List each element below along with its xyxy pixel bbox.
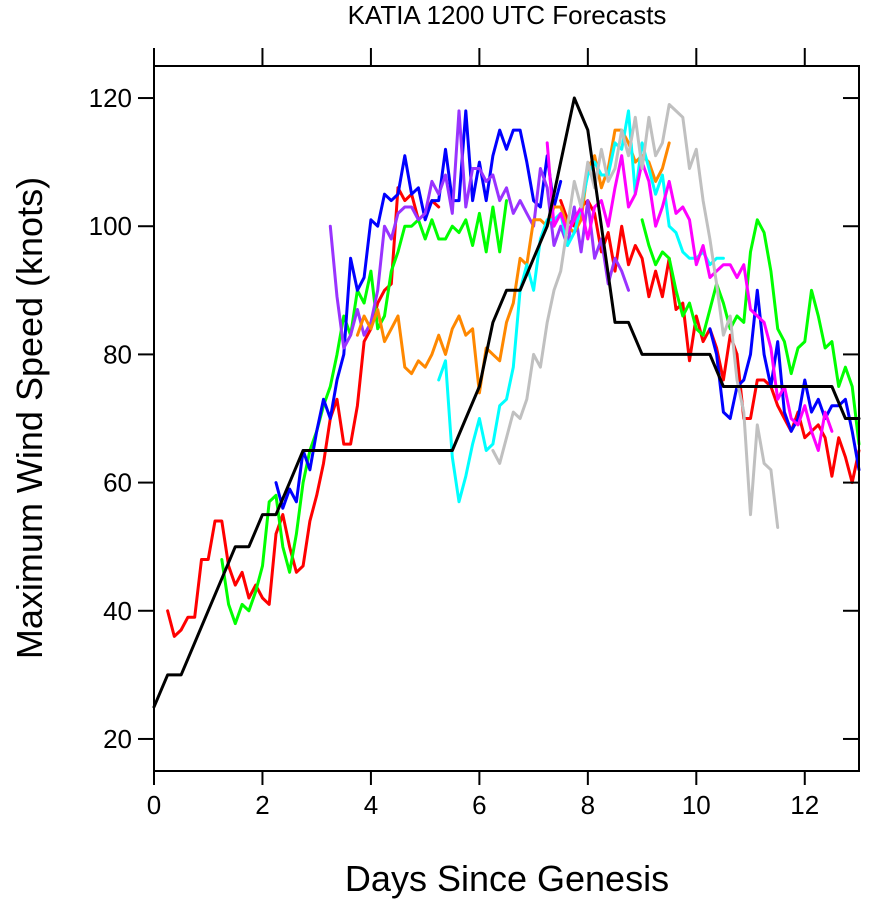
series-line-7	[640, 218, 861, 446]
series-line-6	[220, 199, 508, 626]
series-line-2	[166, 186, 400, 638]
y-tick-label: 40	[103, 596, 132, 626]
x-axis: 0 2 4 6 8 10 12	[147, 48, 819, 820]
y-tick-label: 20	[103, 724, 132, 754]
x-tick-label: 2	[255, 790, 269, 820]
series-line-9	[708, 288, 861, 472]
series-line-8	[274, 109, 563, 510]
x-tick-label: 4	[364, 790, 378, 820]
chart-title: KATIA 1200 UTC Forecasts	[348, 0, 667, 30]
x-tick-label: 10	[682, 790, 711, 820]
x-tick-label: 8	[581, 790, 595, 820]
plot-frame	[153, 65, 860, 772]
y-tick-label: 80	[103, 339, 132, 369]
series-line-14	[491, 103, 780, 529]
series-line-4	[559, 199, 739, 382]
y-tick-label: 120	[89, 83, 132, 113]
y-axis: 20 40 60 80 100 120	[89, 83, 859, 754]
series-layer	[152, 96, 861, 709]
y-tick-label: 100	[89, 211, 132, 241]
series-line-13	[545, 141, 834, 452]
x-axis-label: Days Since Genesis	[345, 858, 669, 899]
y-axis-label: Maximum Wind Speed (knots)	[9, 177, 50, 659]
x-tick-label: 6	[472, 790, 486, 820]
series-line-10	[328, 109, 630, 350]
x-tick-label: 12	[790, 790, 819, 820]
series-line-11	[355, 128, 671, 395]
y-tick-label: 60	[103, 468, 132, 498]
x-tick-label: 0	[147, 790, 161, 820]
series-line-1	[152, 96, 861, 709]
